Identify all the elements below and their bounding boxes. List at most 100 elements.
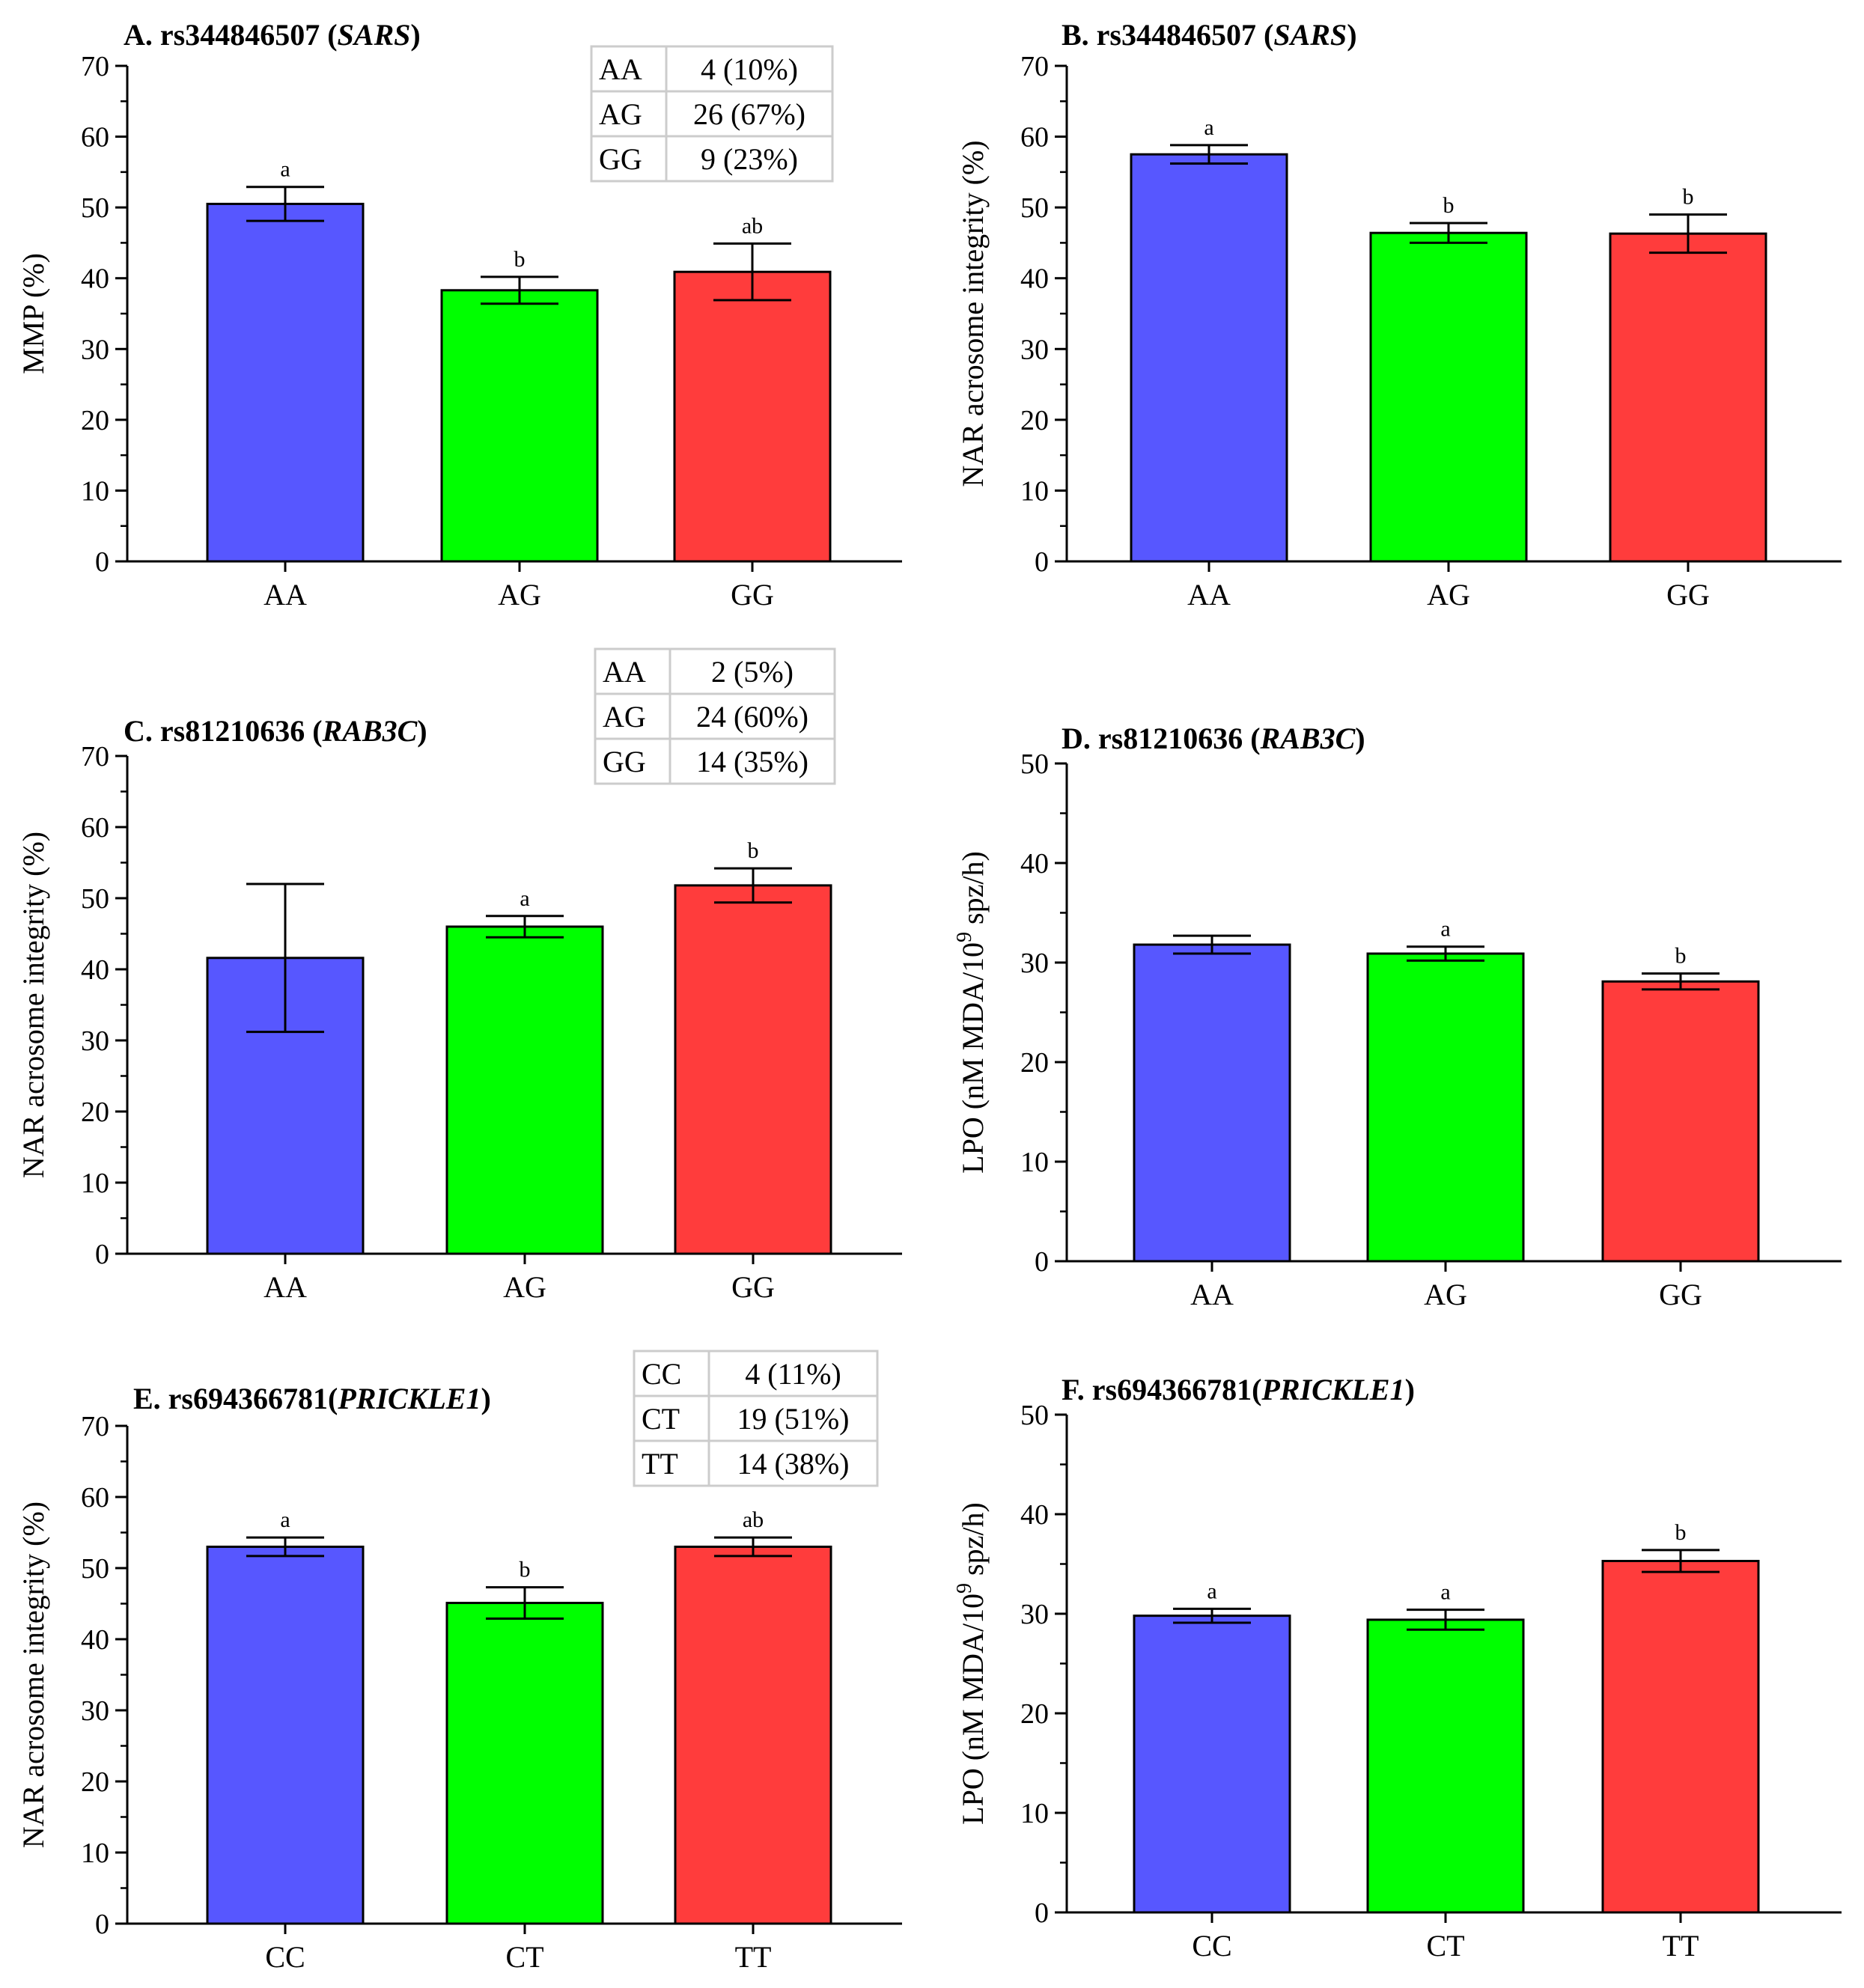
title-gene: SARS [338, 18, 411, 52]
y-tick-label: 20 [1020, 405, 1049, 436]
error-bar [714, 867, 792, 904]
error-bar [246, 882, 324, 1034]
significance-label: b [514, 247, 526, 272]
table-cell [668, 737, 836, 785]
table-genotype: GG [599, 142, 642, 176]
y-tick-label: 10 [1020, 1147, 1049, 1178]
y-label-main: NAR acrosome integrity (%) [16, 832, 50, 1178]
x-tick-label: AA [1190, 1278, 1234, 1311]
table-cell [665, 45, 834, 93]
table-genotype: GG [603, 745, 646, 778]
y-tick-label: 0 [95, 1239, 109, 1270]
y-tick-label: 30 [81, 1025, 109, 1057]
title-suffix: ) [1347, 18, 1356, 52]
chart-title: D. rs81210636 (RAB3C) [1062, 722, 1365, 755]
y-tick-label: 50 [1020, 1400, 1049, 1431]
bar-ag [440, 289, 599, 563]
y-tick-label: 20 [1020, 1698, 1049, 1730]
y-tick-label: 30 [81, 1695, 109, 1727]
y-tick-label: 20 [1020, 1047, 1049, 1079]
y-tick-label: 20 [81, 405, 109, 436]
bar-gg [1609, 232, 1767, 563]
y-tick-label: 60 [1020, 122, 1049, 153]
y-tick-label: 60 [81, 1482, 109, 1513]
error-bar [1407, 945, 1484, 962]
bar-ct [1366, 1618, 1525, 1914]
y-label-superscript: 9 [953, 932, 976, 942]
y-label-suffix: spz/h) [956, 1502, 990, 1583]
table-cell [707, 1439, 879, 1487]
significance-label: a [1207, 1579, 1216, 1603]
error-bar [1642, 1549, 1720, 1573]
bar-aa [1130, 153, 1288, 563]
y-tick-label: 50 [1020, 748, 1049, 780]
significance-label: a [280, 157, 290, 182]
significance-label: a [1204, 115, 1213, 140]
title-gene: SARS [1273, 18, 1347, 52]
table-count: 26 (67%) [693, 97, 805, 131]
panel-a: A. rs344846507 (SARS) a AA b AG ab GG 0 10 20 30 40… [16, 18, 902, 612]
x-tick-label: AG [503, 1270, 546, 1304]
title-prefix: C. rs81210636 ( [124, 714, 323, 748]
y-tick-label: 40 [1020, 263, 1049, 295]
x-tick-label: GG [1659, 1278, 1702, 1311]
table-cell [590, 135, 668, 183]
table-count: 19 (51%) [737, 1402, 850, 1436]
y-axis-label: LPO (nM MDA/109 spz/h) [953, 851, 990, 1174]
error-bar [713, 242, 791, 302]
table-genotype: AG [599, 97, 642, 131]
y-tick-label: 70 [1020, 51, 1049, 82]
chart-title: F. rs694366781(PRICKLE1) [1062, 1373, 1415, 1406]
y-tick-label: 10 [81, 1168, 109, 1199]
significance-label: b [748, 838, 759, 863]
panel-b: B. rs344846507 (SARS) a AA b AG b GG 0 10 20 30 40 5… [956, 18, 1842, 612]
significance-label: a [280, 1507, 290, 1532]
bar-gg [673, 270, 832, 563]
bar-aa [1133, 943, 1291, 1263]
error-bar [1407, 1609, 1484, 1631]
significance-label: b [1683, 185, 1694, 210]
error-bar [1173, 1607, 1251, 1624]
bar-cc [1133, 1615, 1291, 1914]
y-tick-label: 70 [81, 51, 109, 82]
table-count: 14 (38%) [737, 1447, 850, 1481]
genotype-table: AA 2 (5%) AG 24 (60%) GG 14 (35%) [594, 647, 836, 785]
bar-tt [674, 1546, 832, 1925]
significance-label: a [1440, 917, 1450, 942]
x-tick-label: AG [1424, 1278, 1467, 1311]
significance-label: ab [743, 1507, 764, 1532]
y-tick-label: 50 [81, 1553, 109, 1585]
table-cell [633, 1350, 710, 1397]
y-tick-label: 60 [81, 812, 109, 844]
table-count: 14 (35%) [696, 745, 808, 778]
significance-label: ab [742, 213, 763, 238]
genotype-table: CC 4 (11%) CT 19 (51%) TT 14 (38%) [633, 1350, 879, 1487]
bar-ct [445, 1602, 604, 1925]
y-tick-label: 10 [81, 1838, 109, 1869]
y-tick-label: 50 [81, 192, 109, 224]
panel-e: E. rs694366781(PRICKLE1) a CC b CT ab TT 0 10 20 3… [16, 1350, 902, 1974]
y-tick-label: 0 [95, 1909, 109, 1940]
y-label-main: LPO (nM MDA/10 [956, 1594, 990, 1825]
y-tick-label: 40 [81, 954, 109, 986]
y-tick-label: 50 [81, 883, 109, 915]
error-bar [1170, 144, 1248, 165]
significance-label: a [520, 886, 529, 911]
significance-label: b [520, 1558, 531, 1582]
table-genotype: TT [642, 1447, 678, 1481]
y-tick-label: 20 [81, 1766, 109, 1798]
error-bar [1649, 213, 1727, 254]
bar-tt [1601, 1560, 1760, 1914]
y-axis-label: NAR acrosome integrity (%) [16, 1501, 50, 1848]
table-cell [665, 90, 834, 138]
error-bar [481, 275, 558, 305]
y-tick-label: 0 [1035, 546, 1049, 578]
x-tick-label: AA [264, 1270, 307, 1304]
x-tick-label: GG [1666, 578, 1710, 612]
table-genotype: AA [603, 655, 646, 689]
error-bar [714, 1536, 792, 1558]
title-prefix: E. rs694366781( [133, 1382, 338, 1415]
bar-ag [445, 925, 604, 1255]
y-label-superscript: 9 [953, 1583, 976, 1594]
